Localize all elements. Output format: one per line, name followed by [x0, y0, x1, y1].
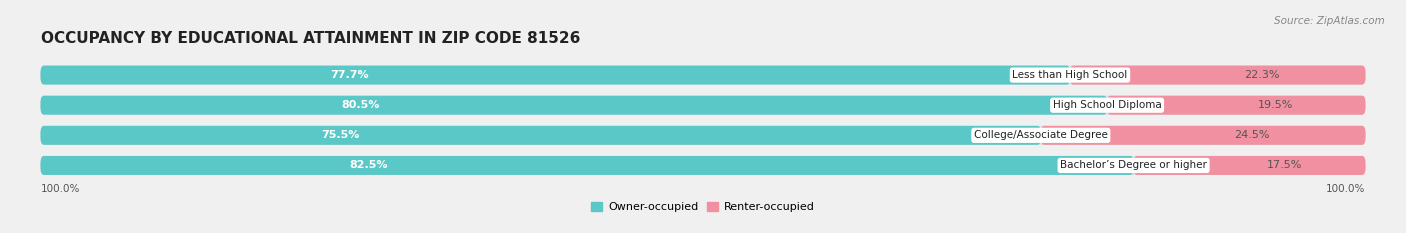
Text: 75.5%: 75.5% — [322, 130, 360, 140]
FancyBboxPatch shape — [41, 96, 1107, 115]
FancyBboxPatch shape — [41, 65, 1070, 85]
Legend: Owner-occupied, Renter-occupied: Owner-occupied, Renter-occupied — [592, 202, 814, 212]
Text: 17.5%: 17.5% — [1267, 161, 1302, 171]
FancyBboxPatch shape — [41, 156, 1133, 175]
FancyBboxPatch shape — [41, 96, 1365, 115]
FancyBboxPatch shape — [1107, 96, 1365, 115]
Text: 19.5%: 19.5% — [1257, 100, 1292, 110]
FancyBboxPatch shape — [1070, 65, 1365, 85]
Text: 24.5%: 24.5% — [1234, 130, 1270, 140]
Text: OCCUPANCY BY EDUCATIONAL ATTAINMENT IN ZIP CODE 81526: OCCUPANCY BY EDUCATIONAL ATTAINMENT IN Z… — [41, 31, 579, 46]
Text: 22.3%: 22.3% — [1244, 70, 1279, 80]
Text: 100.0%: 100.0% — [1326, 184, 1365, 194]
FancyBboxPatch shape — [41, 126, 1040, 145]
FancyBboxPatch shape — [41, 126, 1365, 145]
Text: 77.7%: 77.7% — [330, 70, 368, 80]
Text: Source: ZipAtlas.com: Source: ZipAtlas.com — [1274, 16, 1385, 26]
Text: College/Associate Degree: College/Associate Degree — [974, 130, 1108, 140]
Text: Bachelor’s Degree or higher: Bachelor’s Degree or higher — [1060, 161, 1206, 171]
Text: 82.5%: 82.5% — [349, 161, 388, 171]
Text: 100.0%: 100.0% — [41, 184, 80, 194]
FancyBboxPatch shape — [41, 156, 1365, 175]
FancyBboxPatch shape — [1133, 156, 1365, 175]
Text: 80.5%: 80.5% — [342, 100, 380, 110]
Text: High School Diploma: High School Diploma — [1053, 100, 1161, 110]
Text: Less than High School: Less than High School — [1012, 70, 1128, 80]
FancyBboxPatch shape — [41, 65, 1365, 85]
FancyBboxPatch shape — [1040, 126, 1365, 145]
